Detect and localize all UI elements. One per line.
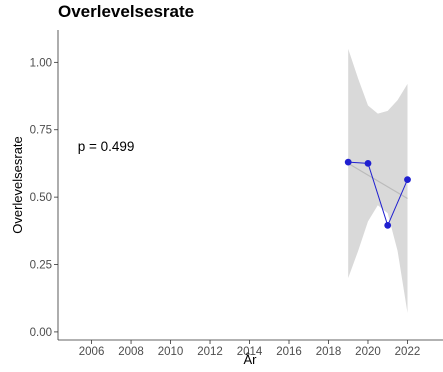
y-tick-label: 1.00	[30, 57, 52, 69]
x-tick-label: 2012	[197, 346, 223, 358]
data-point	[344, 158, 352, 166]
x-tick-label: 2006	[79, 346, 105, 358]
y-tick-label: 0.00	[30, 327, 52, 339]
ticks: 2006 2008 2010 2012 2014 2016 2018 2020 2022 0.00…	[30, 57, 421, 358]
y-tick-label: 0.25	[30, 260, 52, 272]
y-tick-label: 0.50	[30, 192, 52, 204]
x-tick-label: 2008	[118, 346, 144, 358]
trend-layer	[347, 162, 408, 200]
x-tick-label: 2022	[395, 346, 421, 358]
chart-title: Overlevelsesrate	[58, 2, 194, 21]
p-value-annotation: p = 0.499	[78, 139, 135, 154]
series-layer	[344, 158, 411, 229]
x-axis-label: År	[244, 352, 258, 367]
y-tick-label: 0.75	[30, 125, 52, 137]
data-point	[404, 176, 411, 184]
x-tick-label: 2016	[276, 346, 302, 358]
x-tick-label: 2014	[237, 346, 263, 358]
data-point	[364, 160, 372, 167]
series-line	[348, 161, 408, 227]
y-axis-label: Overlevelsesrate	[10, 136, 25, 234]
data-point	[384, 222, 392, 229]
x-tick-label: 2010	[158, 346, 184, 358]
x-tick-label: 2018	[316, 346, 342, 358]
trend-line	[347, 162, 408, 200]
axes	[57, 30, 443, 341]
x-tick-label: 2020	[355, 346, 381, 358]
